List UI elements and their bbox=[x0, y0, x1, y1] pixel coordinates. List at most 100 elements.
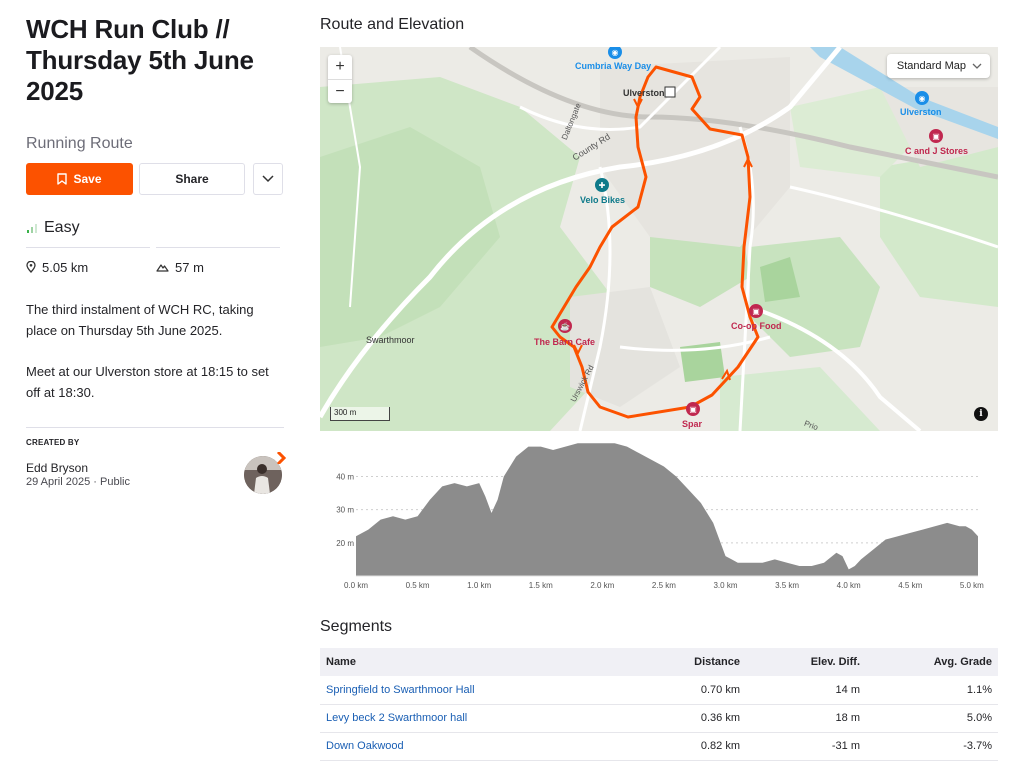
share-button[interactable]: Share bbox=[139, 163, 245, 195]
x-tick-label: 2.0 km bbox=[590, 581, 614, 590]
elevation-value: 57 m bbox=[175, 259, 204, 275]
description-paragraph: Meet at our Ulverston store at 18:15 to … bbox=[26, 364, 269, 400]
x-tick-label: 5.0 km bbox=[960, 581, 984, 590]
route-direction-arrow bbox=[573, 344, 583, 356]
poi-barn-cafe[interactable]: The Barn Cafe bbox=[534, 337, 596, 347]
avatar[interactable] bbox=[244, 452, 287, 494]
bike-icon[interactable]: ✚ bbox=[595, 178, 609, 192]
shop-icon[interactable]: ▣ bbox=[929, 129, 943, 143]
table-row[interactable]: Springfield to Swarthmoor Hall 0.70 km 1… bbox=[320, 676, 998, 705]
distance-stat: 5.05 km bbox=[26, 247, 150, 277]
zoom-controls: + − bbox=[328, 55, 352, 103]
map-style-label: Standard Map bbox=[896, 60, 966, 72]
finish-flag-icon bbox=[664, 86, 676, 98]
route-type-label: Running Route bbox=[26, 135, 133, 152]
segments-title: Segments bbox=[320, 618, 393, 635]
location-pin-icon bbox=[26, 261, 36, 273]
route-description: The third instalment of WCH RC, taking p… bbox=[26, 299, 284, 403]
route-stats: 5.05 km 57 m bbox=[26, 247, 284, 277]
separator-dot: · bbox=[93, 476, 101, 488]
difficulty-rating: Easy bbox=[26, 219, 284, 237]
share-button-label: Share bbox=[175, 172, 209, 186]
column-header-elev-diff[interactable]: Elev. Diff. bbox=[746, 648, 866, 676]
shop-icon[interactable]: ▣ bbox=[749, 304, 763, 318]
x-tick-label: 1.0 km bbox=[467, 581, 491, 590]
signal-bars-icon bbox=[27, 224, 37, 233]
segment-distance: 0.82 km bbox=[616, 732, 746, 761]
route-details-panel: WCH Run Club // Thursday 5th June 2025 R… bbox=[26, 14, 287, 497]
town-label-ulverston: Ulverston bbox=[623, 88, 665, 98]
x-tick-label: 4.5 km bbox=[898, 581, 922, 590]
info-icon[interactable]: i bbox=[974, 407, 988, 421]
segment-elev-diff: 14 m bbox=[746, 676, 866, 705]
difficulty-label: Easy bbox=[44, 219, 80, 236]
segment-distance: 0.70 km bbox=[616, 676, 746, 705]
creator-meta: 29 April 2025 · Public bbox=[26, 476, 284, 488]
segments-table: Name Distance Elev. Diff. Avg. Grade Spr… bbox=[320, 648, 998, 761]
column-header-distance[interactable]: Distance bbox=[616, 648, 746, 676]
page-title: WCH Run Club // Thursday 5th June 2025 bbox=[26, 14, 254, 106]
creator-section: CREATED BY Edd Bryson 29 April 2025 · Pu… bbox=[26, 427, 287, 497]
zoom-in-button[interactable]: + bbox=[335, 58, 345, 75]
elevation-chart[interactable]: 20 m 30 m 40 m 0.0 km 0.5 km 1.0 km 1.5 km 2.0 … bbox=[320, 438, 998, 590]
map-canvas[interactable] bbox=[320, 47, 998, 431]
save-button-label: Save bbox=[73, 172, 102, 186]
y-tick-label: 20 m bbox=[336, 539, 354, 548]
poi-velo-bikes[interactable]: Velo Bikes bbox=[580, 195, 626, 205]
poi-ulverston-station[interactable]: Ulverston bbox=[900, 107, 942, 117]
x-tick-label: 2.5 km bbox=[652, 581, 676, 590]
segment-link[interactable]: Levy beck 2 Swarthmoor hall bbox=[326, 712, 468, 724]
table-row[interactable]: Levy beck 2 Swarthmoor hall 0.36 km 18 m… bbox=[320, 704, 998, 733]
chevron-down-icon bbox=[262, 175, 274, 183]
x-tick-label: 3.0 km bbox=[713, 581, 737, 590]
segment-elev-diff: 18 m bbox=[746, 704, 866, 733]
route-direction-arrow bbox=[633, 98, 643, 110]
poi-cumbria-way-day[interactable]: Cumbria Way Day bbox=[575, 61, 652, 71]
created-date: 29 April 2025 bbox=[26, 476, 91, 488]
save-button[interactable]: Save bbox=[26, 163, 133, 195]
visibility-label: Public bbox=[100, 476, 130, 488]
table-header-row: Name Distance Elev. Diff. Avg. Grade bbox=[320, 648, 998, 676]
x-tick-label: 3.5 km bbox=[775, 581, 799, 590]
segment-grade: -3.7% bbox=[866, 732, 998, 761]
cafe-icon[interactable]: ☕ bbox=[558, 319, 572, 333]
column-header-grade[interactable]: Avg. Grade bbox=[866, 648, 998, 676]
x-tick-label: 1.5 km bbox=[529, 581, 553, 590]
x-tick-label: 4.0 km bbox=[837, 581, 861, 590]
strava-badge-icon bbox=[276, 452, 287, 464]
table-row[interactable]: Down Oakwood 0.82 km -31 m -3.7% bbox=[320, 732, 998, 761]
creator-name[interactable]: Edd Bryson bbox=[26, 461, 89, 475]
segment-grade: 1.1% bbox=[866, 676, 998, 705]
description-paragraph: The third instalment of WCH RC, taking p… bbox=[26, 302, 254, 338]
segment-elev-diff: -31 m bbox=[746, 732, 866, 761]
poi-cj-stores[interactable]: C and J Stores bbox=[905, 146, 969, 156]
route-map[interactable]: ◉ Cumbria Way Day Ulverston ◉ Ulverston … bbox=[320, 47, 998, 431]
poi-spar[interactable]: Spar bbox=[682, 419, 703, 429]
poi-coop-food[interactable]: Co-op Food bbox=[731, 321, 782, 331]
route-section-title: Route and Elevation bbox=[320, 16, 465, 33]
route-direction-arrow bbox=[721, 368, 731, 381]
more-options-button[interactable] bbox=[253, 163, 283, 195]
zoom-out-button[interactable]: − bbox=[328, 79, 352, 103]
camera-icon[interactable]: ◉ bbox=[608, 47, 622, 59]
distance-value: 5.05 km bbox=[42, 259, 89, 275]
segment-link[interactable]: Springfield to Swarthmoor Hall bbox=[326, 683, 475, 696]
chevron-down-icon bbox=[972, 63, 982, 69]
person-silhouette bbox=[244, 456, 282, 494]
shop-icon[interactable]: ▣ bbox=[686, 402, 700, 416]
map-style-select[interactable]: Standard Map bbox=[886, 54, 990, 78]
elevation-stat: 57 m bbox=[156, 247, 280, 277]
segment-link[interactable]: Down Oakwood bbox=[326, 740, 404, 752]
mountain-icon bbox=[156, 264, 169, 272]
elevation-area bbox=[356, 443, 978, 576]
segment-distance: 0.36 km bbox=[616, 704, 746, 733]
y-tick-label: 30 m bbox=[336, 506, 354, 515]
map-scale-bar: 300 m bbox=[330, 407, 390, 421]
y-tick-label: 40 m bbox=[336, 472, 354, 481]
town-label-swarthmoor: Swarthmoor bbox=[366, 335, 415, 345]
created-by-label: CREATED BY bbox=[26, 438, 80, 447]
x-tick-label: 0.0 km bbox=[344, 581, 368, 590]
camera-icon[interactable]: ◉ bbox=[915, 91, 929, 105]
route-direction-arrow bbox=[743, 156, 753, 168]
column-header-name[interactable]: Name bbox=[320, 648, 616, 676]
